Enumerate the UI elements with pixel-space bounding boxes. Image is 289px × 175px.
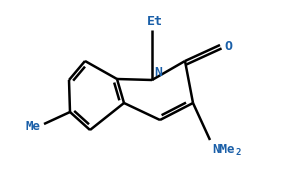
Text: Me: Me: [26, 120, 41, 132]
Text: NMe: NMe: [212, 143, 234, 156]
Text: O: O: [224, 40, 232, 54]
Text: Et: Et: [147, 15, 163, 28]
Text: N: N: [154, 66, 162, 79]
Text: 2: 2: [235, 148, 240, 157]
